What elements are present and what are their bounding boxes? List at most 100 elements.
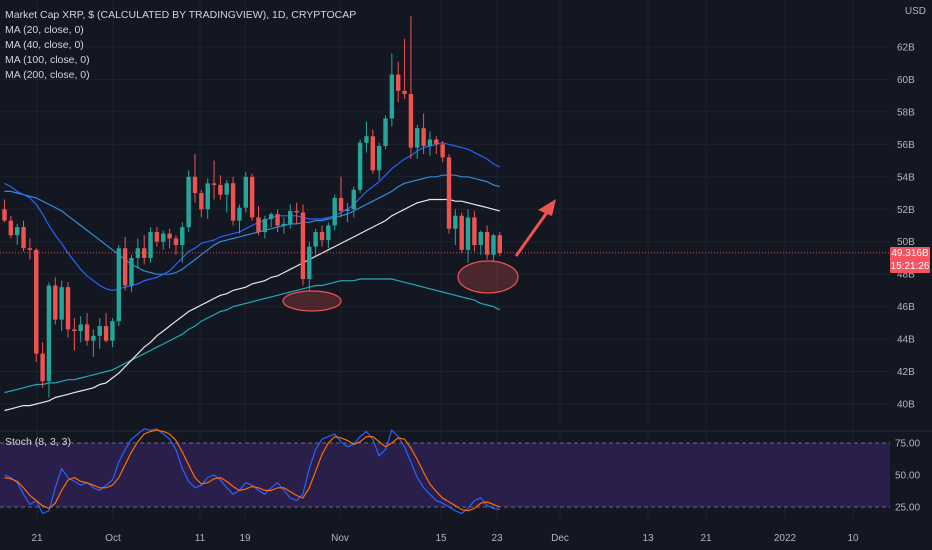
candle-body	[27, 248, 33, 250]
y-tick-label: 44B	[897, 335, 915, 346]
legend-ma100[interactable]: MA (100, close, 0)	[5, 54, 90, 66]
candle-body	[478, 231, 483, 245]
candle-body	[497, 235, 502, 254]
x-tick-label: Nov	[331, 533, 349, 544]
candle-body	[294, 210, 299, 213]
stoch-band-fill	[0, 443, 890, 507]
x-tick-label: 23	[491, 533, 503, 544]
candle-body	[78, 324, 83, 331]
candle-body	[91, 335, 96, 341]
candle-body	[421, 128, 426, 146]
candle-body	[129, 257, 134, 286]
candle-body	[345, 209, 350, 211]
candle-body	[224, 183, 229, 195]
candle-body	[8, 220, 14, 236]
candle-body	[154, 231, 160, 242]
candle-body	[256, 217, 261, 232]
candle-body	[218, 184, 223, 195]
candle-body	[281, 223, 287, 226]
candle-body	[161, 233, 166, 242]
x-tick-label: 21	[31, 533, 43, 544]
stoch-d-line	[4, 429, 501, 512]
currency-label[interactable]: USD	[904, 6, 926, 17]
legend-ma200[interactable]: MA (200, close, 0)	[5, 69, 90, 81]
y-tick-label: 40B	[897, 400, 915, 411]
candle-body	[472, 217, 477, 245]
candle-body	[199, 193, 204, 210]
y-tick-label: 48B	[897, 270, 915, 281]
ma100-line	[4, 278, 501, 394]
candle-body	[21, 227, 26, 249]
candle-body	[415, 128, 420, 148]
candle-body	[370, 136, 375, 171]
chart-title: Market Cap XRP, $ (CALCULATED BY TRADING…	[5, 9, 357, 21]
stoch-tick-label: 50.00	[895, 471, 920, 482]
candle-body	[332, 197, 337, 226]
candle-body	[211, 183, 217, 185]
candle-body	[389, 74, 395, 119]
candle-body	[427, 139, 433, 146]
candle-body	[313, 231, 318, 247]
candle-body	[186, 176, 191, 228]
annotation-ellipse	[457, 260, 519, 294]
candle-body	[72, 329, 77, 331]
candle-body	[319, 231, 325, 241]
candle-body	[192, 176, 198, 194]
candle-body	[465, 217, 471, 250]
candle-body	[230, 183, 236, 221]
candle-body	[148, 231, 153, 258]
candle-body	[40, 353, 45, 382]
x-tick-label: 11	[195, 533, 206, 544]
ma40-line	[4, 174, 500, 275]
candle-body	[243, 176, 248, 208]
candle-body	[167, 233, 172, 239]
x-tick-label: 15	[435, 533, 447, 544]
last-price-tag: 49.316B 15:21:26	[890, 247, 930, 273]
candle-body	[249, 176, 255, 218]
countdown-timer: 15:21:26	[890, 261, 930, 272]
candle-body	[237, 207, 242, 221]
candle-body	[262, 219, 268, 232]
candle-body	[65, 287, 71, 330]
candle-body	[383, 118, 388, 146]
last-price-value: 49.316B	[891, 248, 929, 259]
legend-ma40[interactable]: MA (40, close, 0)	[5, 39, 84, 51]
chart-legend: Market Cap XRP, $ (CALCULATED BY TRADING…	[5, 8, 356, 83]
candle-body	[408, 94, 414, 148]
candle-body	[2, 209, 7, 221]
y-tick-label: 62B	[897, 43, 915, 54]
candle-body	[288, 210, 293, 224]
ma200-line	[4, 198, 500, 412]
candle-body	[484, 231, 490, 255]
candle-body	[453, 215, 458, 229]
y-tick-label: 58B	[897, 107, 915, 118]
stoch-legend[interactable]: Stoch (8, 3, 3)	[5, 436, 71, 448]
x-tick-label: 21	[700, 533, 712, 544]
annotation-arrow-head	[538, 199, 556, 216]
x-tick-label: Dec	[551, 533, 569, 544]
stoch-tick-label: 25.00	[895, 503, 920, 514]
candle-body	[103, 326, 109, 341]
candle-body	[338, 197, 344, 211]
candle-body	[300, 212, 306, 280]
y-tick-label: 60B	[897, 75, 915, 86]
candle-body	[364, 136, 369, 143]
candle-body	[326, 225, 331, 241]
candle-body	[402, 90, 407, 95]
candle-body	[440, 144, 445, 158]
y-tick-label: 54B	[897, 172, 915, 183]
candle-body	[269, 214, 274, 220]
stoch-tick-label: 75.00	[895, 439, 920, 450]
candle-body	[180, 227, 185, 245]
candle-body	[84, 324, 90, 341]
x-tick-label: Oct	[105, 533, 121, 544]
candle-body	[307, 246, 312, 280]
y-tick-label: 52B	[897, 205, 915, 216]
candle-body	[116, 248, 121, 322]
legend-ma20[interactable]: MA (20, close, 0)	[5, 24, 84, 36]
candle-body	[205, 183, 210, 210]
candle-body	[122, 248, 128, 286]
candle-body	[46, 285, 52, 382]
candle-body	[376, 145, 382, 171]
